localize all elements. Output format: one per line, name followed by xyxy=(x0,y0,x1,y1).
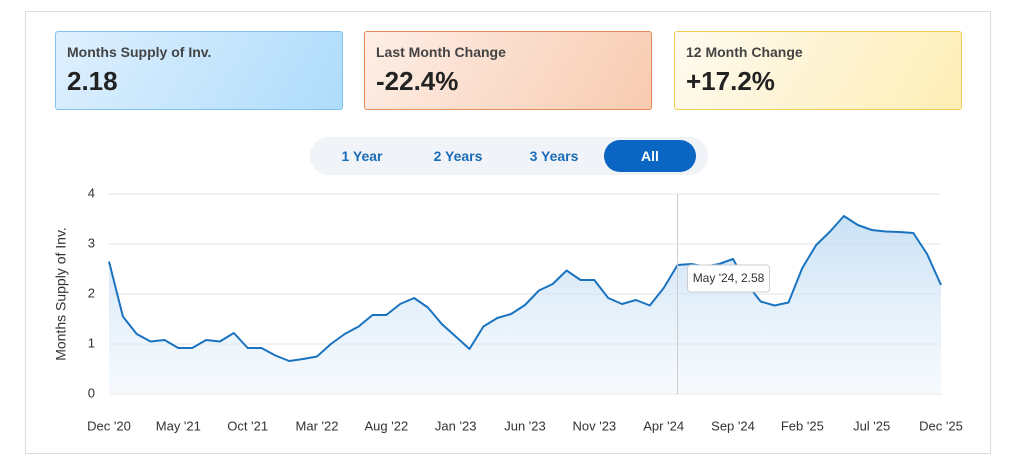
line xyxy=(108,215,942,362)
x-tick-label: Dec '20 xyxy=(87,418,131,433)
x-tick-label: Sep '24 xyxy=(711,418,755,433)
y-tick-label: 3 xyxy=(88,235,95,250)
x-tick-label: Jan '23 xyxy=(435,418,477,433)
x-tick-label: Nov '23 xyxy=(572,418,616,433)
x-tick-label: Oct '21 xyxy=(227,418,268,433)
tooltip-box xyxy=(687,264,771,293)
x-tick-label: Jul '25 xyxy=(853,418,890,433)
x-tick-label: Apr '24 xyxy=(643,418,684,433)
card-value: +17.2% xyxy=(686,66,775,96)
card-value: -22.4% xyxy=(376,66,459,96)
stat-card: Months Supply of Inv. 2.18 xyxy=(55,31,343,110)
y-tick-label: 1 xyxy=(88,335,95,350)
card-label: 12 Month Change xyxy=(686,44,803,60)
frame xyxy=(25,11,991,454)
card-value: 2.18 xyxy=(67,66,118,96)
tooltip-text: May '24, 2.58 xyxy=(693,271,765,285)
x-tick-label: Dec '25 xyxy=(919,418,963,433)
x-tick-label: Feb '25 xyxy=(781,418,824,433)
card-label: Months Supply of Inv. xyxy=(67,44,212,60)
range-selector: 1 Year 2 Years 3 Years All xyxy=(310,137,708,175)
x-tick-label: Aug '22 xyxy=(364,418,408,433)
range-button[interactable]: 3 Years xyxy=(529,148,579,164)
x-tick-label: Mar '22 xyxy=(296,418,339,433)
range-button[interactable]: 1 Year xyxy=(341,148,383,164)
x-tick-label: Jun '23 xyxy=(504,418,546,433)
y-axis-label: Months Supply of Inv. xyxy=(53,227,69,361)
x-tick-label: May '21 xyxy=(156,418,201,433)
y-tick-label: 2 xyxy=(88,285,95,300)
range-button[interactable]: 2 Years xyxy=(433,148,483,164)
card-label: Last Month Change xyxy=(376,44,506,60)
stat-card: 12 Month Change +17.2% xyxy=(674,31,962,110)
stat-card: Last Month Change -22.4% xyxy=(364,31,652,110)
y-tick-label: 4 xyxy=(88,185,95,200)
y-tick-label: 0 xyxy=(88,385,95,400)
tooltip: May '24, 2.58 xyxy=(687,264,771,293)
range-button[interactable]: All xyxy=(604,140,696,172)
